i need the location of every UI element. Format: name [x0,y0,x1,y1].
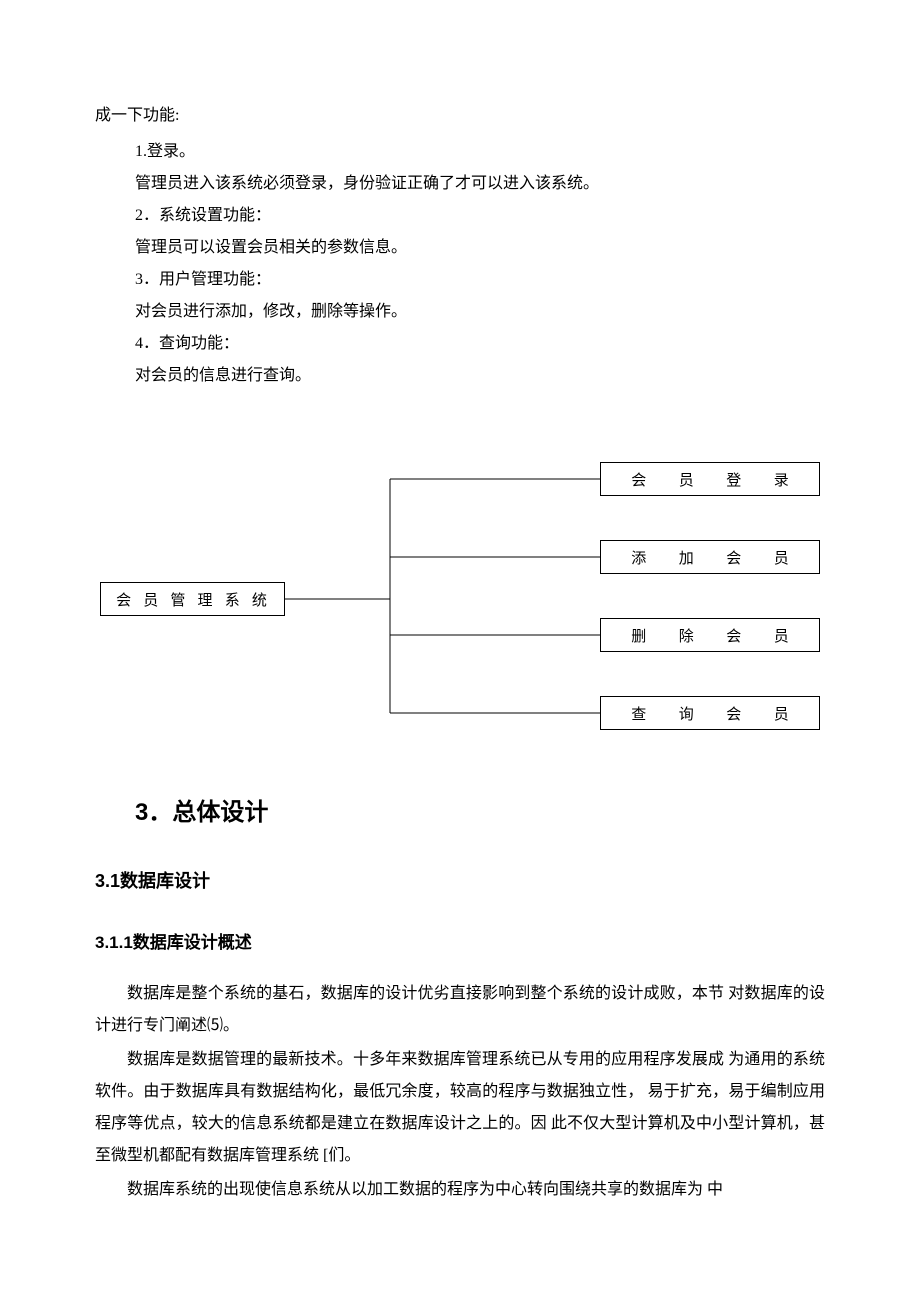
paragraph: 数据库是整个系统的基石，数据库的设计优劣直接影响到整个系统的设计成败，本节 对数… [95,978,825,1042]
list-item-desc: 对会员进行添加，修改，删除等操作。 [95,296,825,328]
intro-line: 成一下功能: [95,100,825,132]
diagram-child-node: 添加会员 [600,540,820,574]
diagram-root-node: 会员管理系统 [100,582,285,616]
heading-section-3-1: 3.1数据库设计 [95,867,825,893]
list-item-desc: 对会员的信息进行查询。 [95,360,825,392]
list-item-num: 3．用户管理功能： [95,264,825,296]
list-item-desc: 管理员可以设置会员相关的参数信息。 [95,232,825,264]
feature-list: 1.登录。 管理员进入该系统必须登录，身份验证正确了才可以进入该系统。 2．系统… [95,136,825,392]
paragraph: 数据库系统的出现使信息系统从以加工数据的程序为中心转向围绕共享的数据库为 中 [95,1174,825,1206]
list-item-desc: 管理员进入该系统必须登录，身份验证正确了才可以进入该系统。 [95,168,825,200]
hierarchy-diagram: 会员管理系统 会员登录 添加会员 删除会员 查询会员 [100,452,820,742]
list-item-num: 2．系统设置功能： [95,200,825,232]
diagram-child-node: 删除会员 [600,618,820,652]
paragraph: 数据库是数据管理的最新技术。十多年来数据库管理系统已从专用的应用程序发展成 为通… [95,1044,825,1172]
list-item-num: 4．查询功能： [95,328,825,360]
heading-section-3: 3．总体设计 [135,792,825,827]
heading-section-3-1-1: 3.1.1数据库设计概述 [95,928,825,953]
diagram-child-node: 查询会员 [600,696,820,730]
list-item-num: 1.登录。 [95,136,825,168]
diagram-child-node: 会员登录 [600,462,820,496]
body-text: 数据库是整个系统的基石，数据库的设计优劣直接影响到整个系统的设计成败，本节 对数… [95,978,825,1206]
